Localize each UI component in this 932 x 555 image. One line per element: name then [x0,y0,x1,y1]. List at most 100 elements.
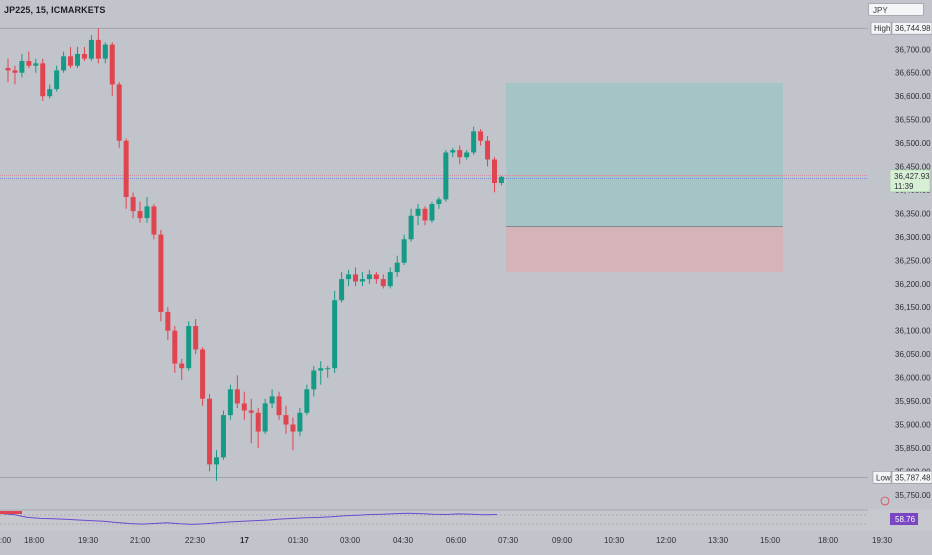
candle[interactable] [40,58,46,101]
candle[interactable] [193,318,199,355]
candle[interactable] [95,28,101,64]
loss-zone[interactable] [506,226,783,273]
candle[interactable] [47,84,53,99]
candle-body [144,206,150,219]
candle-body [325,368,331,370]
candle[interactable] [436,197,442,209]
candle[interactable] [262,398,268,434]
candle[interactable] [109,42,115,97]
candle[interactable] [353,267,358,287]
candle[interactable] [290,417,296,451]
candle[interactable] [394,255,400,277]
candle[interactable] [5,58,11,83]
candle[interactable] [61,51,67,73]
candle[interactable] [498,175,504,186]
alert-icon[interactable] [880,496,890,506]
candle[interactable] [429,201,435,223]
candle[interactable] [88,35,94,62]
candle[interactable] [339,272,345,303]
candle[interactable] [33,58,39,73]
candle[interactable] [186,321,192,371]
candle[interactable] [359,272,365,287]
candle[interactable] [151,204,157,240]
candle[interactable] [200,347,206,406]
candle[interactable] [102,42,108,64]
candle[interactable] [179,358,185,380]
currency-button[interactable]: JPY [868,3,924,16]
candle[interactable] [387,267,393,289]
price-tick-label: 36,200.00 [895,280,931,289]
candle[interactable] [422,206,428,226]
candle-body [269,396,275,404]
candle[interactable] [401,234,407,266]
candle[interactable] [207,394,213,472]
candle[interactable] [478,129,484,146]
candle[interactable] [304,384,310,416]
candle[interactable] [255,408,261,448]
candle[interactable] [234,375,240,409]
candle[interactable] [471,126,477,155]
candle[interactable] [457,145,463,165]
candle-body [262,403,268,432]
candle[interactable] [241,391,247,420]
profit-zone[interactable] [506,83,783,227]
candle-body [19,61,25,73]
candle[interactable] [130,192,136,219]
candle[interactable] [172,326,178,373]
candle[interactable] [492,157,497,193]
candle[interactable] [332,290,338,373]
candle[interactable] [116,82,122,148]
candle[interactable] [325,365,331,378]
time-tick-label: 06:00 [446,536,467,545]
candle-body [297,412,303,432]
candle[interactable] [415,204,421,226]
candle[interactable] [75,46,80,69]
candle[interactable] [380,274,386,289]
candle-body [179,363,185,369]
indicator-value-badge: 58.76 [890,513,918,525]
candle[interactable] [26,51,32,69]
candle[interactable] [443,150,449,202]
candle[interactable] [283,405,289,434]
candle[interactable] [227,384,233,420]
candle[interactable] [269,389,275,409]
candle[interactable] [373,272,379,284]
candle[interactable] [123,138,129,209]
candle[interactable] [311,365,317,397]
candle[interactable] [158,229,164,322]
candle[interactable] [12,65,18,85]
candle[interactable] [54,65,60,92]
candle[interactable] [248,398,254,444]
candle[interactable] [485,136,491,167]
candle[interactable] [19,53,25,78]
candle[interactable] [144,197,150,223]
candle[interactable] [408,208,414,242]
candle[interactable] [450,147,456,158]
candle-body [61,56,67,71]
indicator-pane[interactable] [0,509,932,531]
candle-body [387,272,393,287]
candle[interactable] [137,201,143,223]
time-tick-label: 17 [240,536,249,545]
candle-body [68,56,74,66]
candle[interactable] [276,391,282,420]
candle[interactable] [220,410,226,460]
candle-body [498,176,504,183]
candle[interactable] [68,46,74,69]
candle[interactable] [318,361,324,385]
candle[interactable] [366,269,372,284]
candle[interactable] [464,150,470,160]
candle[interactable] [165,307,171,341]
candle[interactable] [214,450,219,481]
time-tick-label: 18:00 [24,536,45,545]
candle[interactable] [81,46,87,62]
price-tick-label: 36,550.00 [895,116,931,125]
time-tick-label: 15:00 [760,536,781,545]
candle-body [186,326,192,369]
candle[interactable] [346,269,352,287]
candle[interactable] [297,408,303,437]
svg-text:36,744.98: 36,744.98 [895,24,931,33]
